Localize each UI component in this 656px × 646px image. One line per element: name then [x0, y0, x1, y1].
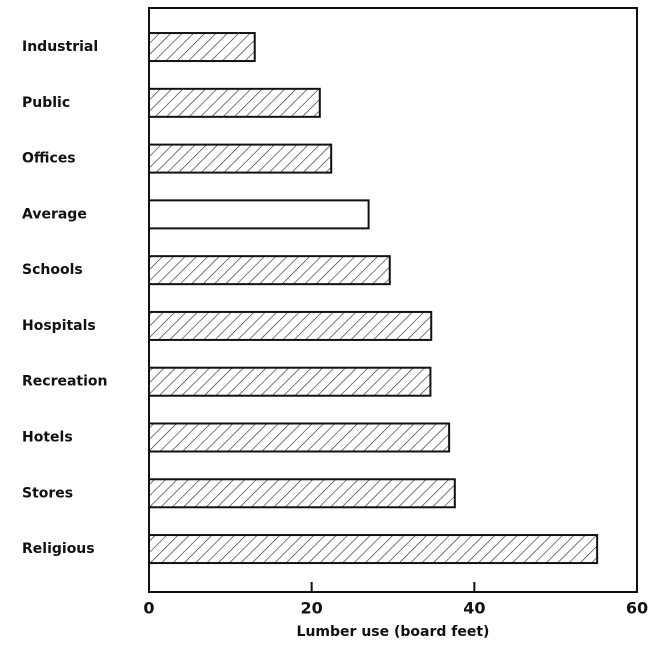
- x-axis-label: Lumber use (board feet): [297, 624, 490, 640]
- x-tick-label: 20: [301, 599, 323, 618]
- y-tick-label: Stores: [22, 485, 73, 501]
- y-tick-label: Public: [22, 95, 70, 111]
- y-tick-label: Schools: [22, 262, 83, 278]
- plot-frame: [148, 7, 638, 593]
- bar: [148, 87, 321, 118]
- bar: [148, 534, 599, 565]
- y-tick-label: Recreation: [22, 374, 108, 390]
- y-tick-label: Hotels: [22, 429, 73, 445]
- x-tick-label: 40: [463, 599, 485, 618]
- bar: [148, 366, 432, 397]
- bar: [148, 310, 433, 341]
- bar: [148, 143, 333, 174]
- bar: [148, 422, 451, 453]
- y-tick-label: Hospitals: [22, 318, 96, 334]
- bar: [148, 255, 391, 286]
- bar: [148, 478, 456, 509]
- x-tick-label: 60: [626, 599, 648, 618]
- y-tick-label: Offices: [22, 151, 76, 167]
- y-tick-label: Industrial: [22, 39, 98, 55]
- bar: [148, 32, 256, 63]
- bar: [148, 199, 370, 230]
- x-tick-label: 0: [143, 599, 154, 618]
- y-tick-label: Average: [22, 206, 87, 222]
- y-tick-label: Religious: [22, 541, 95, 557]
